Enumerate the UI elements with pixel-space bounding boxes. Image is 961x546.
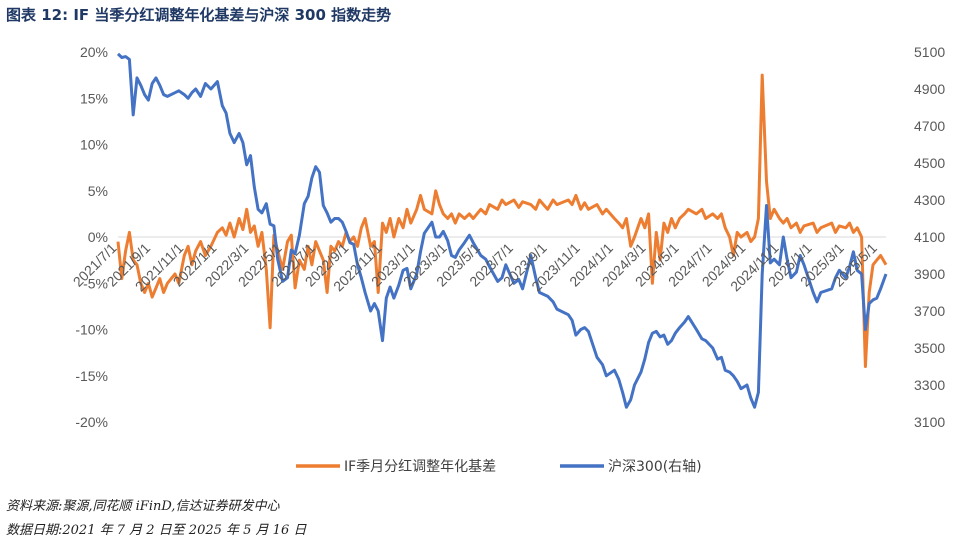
right-tick-label: 3900 [914, 266, 945, 282]
right-tick-label: 5100 [914, 44, 945, 60]
page-title: 图表 12: IF 当季分红调整年化基差与沪深 300 指数走势 [6, 6, 392, 24]
right-tick-label: 3700 [914, 303, 945, 319]
left-axis-ticks: 20% 15% 10% 5% 0% -5% -10% -15% -20% [75, 44, 108, 430]
legend-label-hs300: 沪深300(右轴) [608, 459, 702, 475]
right-tick-label: 4100 [914, 229, 945, 245]
right-tick-label: 4700 [914, 118, 945, 134]
legend: IF季月分红调整年化基差 沪深300(右轴) [296, 458, 702, 475]
left-tick-label: 15% [80, 90, 108, 106]
hs300-line [116, 52, 888, 409]
source-note: 资料来源:聚源,同花顺 iFinD,信达证券研发中心 [6, 499, 280, 514]
basis-line [116, 73, 888, 368]
right-tick-label: 4300 [914, 192, 945, 208]
left-tick-label: 20% [80, 44, 108, 60]
left-tick-label: 10% [80, 137, 108, 153]
left-tick-label: -20% [75, 414, 108, 430]
left-tick-label: -10% [75, 322, 108, 338]
left-tick-label: 0% [88, 229, 108, 245]
left-tick-label: -15% [75, 368, 108, 384]
footer: 资料来源:聚源,同花顺 iFinD,信达证券研发中心 数据日期:2021 年 7… [6, 495, 306, 543]
right-tick-label: 3300 [914, 377, 945, 393]
series-layer [116, 52, 888, 409]
left-tick-label: -5% [83, 275, 108, 291]
date-note: 数据日期:2021 年 7 月 2 日至 2025 年 5 月 16 日 [6, 523, 307, 538]
left-tick-label: 5% [88, 183, 108, 199]
right-tick-label: 4900 [914, 81, 945, 97]
right-tick-label: 3500 [914, 340, 945, 356]
right-tick-label: 4500 [914, 155, 945, 171]
x-axis-ticks: 2021/7/12021/9/12021/11/12022/1/12022/3/… [70, 240, 880, 295]
legend-label-basis: IF季月分红调整年化基差 [344, 458, 496, 475]
right-axis-ticks: 5100 4900 4700 4500 4300 4100 3900 3700 3500 3300… [914, 44, 945, 430]
right-tick-label: 3100 [914, 414, 945, 430]
